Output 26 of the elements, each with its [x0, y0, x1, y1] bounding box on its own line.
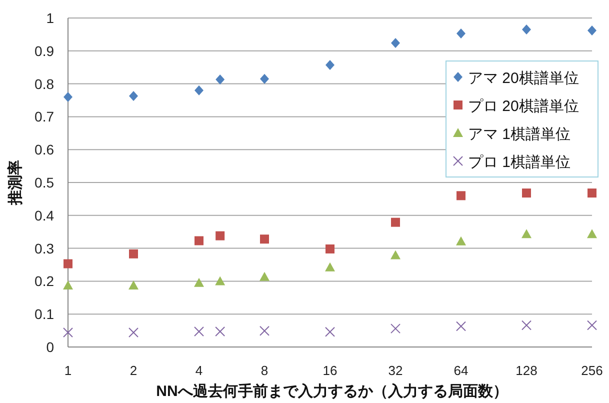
x-tick-label: 8 — [260, 363, 268, 378]
y-tick-label: 0.8 — [34, 76, 54, 92]
y-tick-label: 0.7 — [34, 108, 54, 125]
x-tick-label: 2 — [130, 363, 138, 378]
y-tick-label: 0.1 — [34, 306, 54, 322]
y-tick-label: 0.2 — [34, 273, 54, 290]
y-tick-label: 0 — [46, 339, 54, 355]
legend-label: プロ 20棋譜単位 — [468, 98, 579, 115]
x-tick-label: 1 — [64, 363, 72, 378]
x-tick-label: 256 — [581, 363, 603, 378]
legend-label: プロ 1棋譜単位 — [468, 154, 571, 171]
y-tick-label: 0.4 — [34, 207, 54, 224]
legend-label: アマ 1棋譜単位 — [468, 126, 571, 143]
x-tick-label: 128 — [516, 363, 538, 378]
y-tick-label: 0.9 — [34, 42, 54, 59]
legend-label: アマ 20棋譜単位 — [468, 70, 579, 87]
y-tick-label: 0.6 — [34, 142, 54, 158]
x-axis-title: NNへ過去何手前まで入力するか（入力する局面数） — [156, 383, 508, 400]
x-tick-label: 32 — [388, 363, 403, 378]
x-tick-label: 16 — [322, 363, 338, 378]
x-tick-label: 4 — [195, 363, 203, 378]
y-axis-title: 推測率 — [6, 160, 24, 206]
y-tick-label: 0.5 — [34, 174, 54, 190]
x-tick-label: 64 — [454, 363, 468, 378]
y-tick-label: 1 — [46, 10, 54, 26]
y-tick-label: 0.3 — [34, 240, 54, 256]
